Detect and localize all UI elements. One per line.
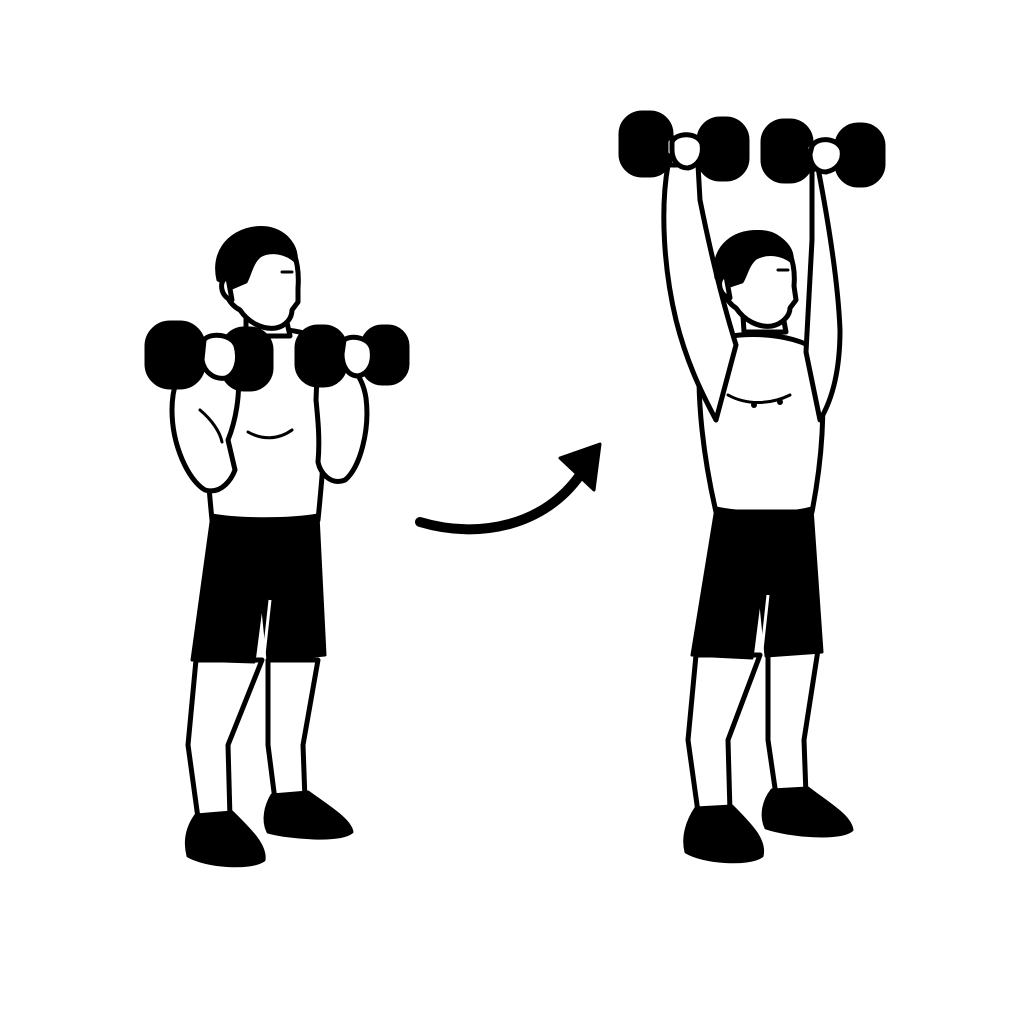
- right-hand: [339, 334, 375, 379]
- left-raised-arm: [661, 162, 739, 423]
- right-hand: [807, 137, 845, 175]
- head: [713, 229, 799, 329]
- right-dumbbell: [294, 324, 410, 388]
- end-position-figure: [618, 110, 886, 864]
- left-hand: [669, 132, 705, 171]
- front-leg: [683, 652, 765, 864]
- start-position-figure: [144, 226, 410, 868]
- chest-line: [246, 428, 294, 440]
- ear: [717, 273, 733, 301]
- front-shoe: [683, 804, 765, 864]
- left-dumbbell: [144, 320, 274, 392]
- right-overhead-dumbbell: [760, 118, 886, 188]
- back-shoe: [263, 790, 354, 840]
- left-overhead-dumbbell: [618, 110, 750, 182]
- torso: [696, 332, 826, 515]
- ear: [219, 275, 235, 303]
- left-hand: [199, 332, 241, 381]
- hair: [215, 226, 298, 290]
- chest-line: [726, 393, 792, 404]
- back-shoe: [761, 786, 854, 838]
- shorts: [690, 506, 824, 660]
- front-leg: [184, 657, 266, 868]
- shorts: [190, 513, 327, 664]
- head: [215, 226, 301, 331]
- hair: [713, 229, 794, 288]
- back-leg: [761, 647, 854, 838]
- front-shoe: [184, 810, 266, 868]
- back-leg: [263, 657, 354, 840]
- right-raised-arm: [803, 165, 843, 423]
- movement-arrow-icon: [415, 442, 602, 535]
